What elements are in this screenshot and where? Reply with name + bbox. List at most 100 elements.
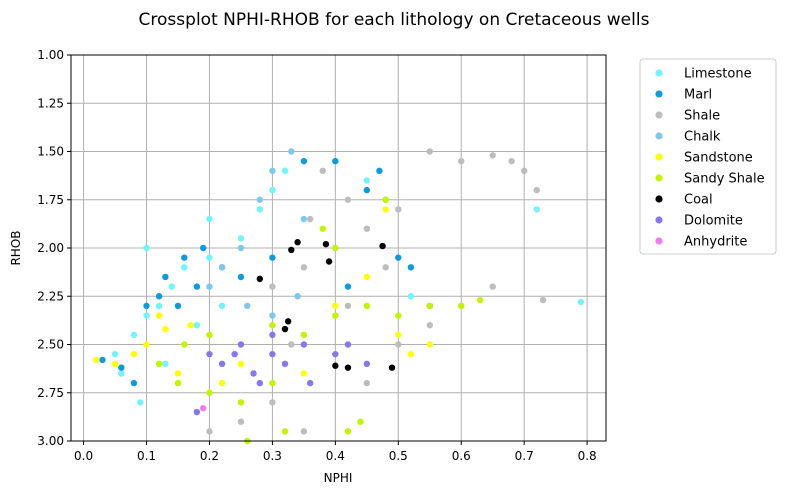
data-point <box>539 296 547 304</box>
legend-marker-marl <box>655 90 663 98</box>
legend-marker-limestone <box>655 69 663 77</box>
data-point <box>269 331 276 339</box>
data-point <box>256 379 264 387</box>
y-tick-label: 1.75 <box>37 193 64 207</box>
data-point <box>300 331 308 339</box>
legend-label-limestone: Limestone <box>684 67 752 82</box>
legend-box <box>639 58 777 255</box>
legend-marker-chalk <box>655 132 663 140</box>
data-point <box>325 258 333 265</box>
data-point <box>143 244 150 252</box>
data-point <box>206 428 213 435</box>
data-point <box>155 312 163 319</box>
y-tick-label: 1.50 <box>37 145 64 159</box>
legend-label-sandy-shale: Sandy Shale <box>684 172 765 187</box>
data-point <box>300 428 308 435</box>
data-point <box>281 360 289 367</box>
data-point <box>395 331 402 339</box>
data-point <box>306 215 314 223</box>
data-point <box>174 302 182 310</box>
series-chalk <box>206 148 308 319</box>
x-tick-label: 0.3 <box>263 449 282 463</box>
legend-label-chalk: Chalk <box>684 130 721 145</box>
legend-label-marl: Marl <box>684 88 712 103</box>
data-point <box>332 244 339 252</box>
data-point <box>395 341 402 348</box>
data-point <box>284 318 292 325</box>
series-dolomite <box>193 331 371 416</box>
data-point <box>256 275 264 283</box>
data-point <box>162 325 169 333</box>
data-point <box>143 312 150 319</box>
data-point <box>237 360 245 367</box>
legend-marker-coal <box>655 195 663 203</box>
data-point <box>489 283 496 290</box>
data-point <box>206 331 213 339</box>
y-tick-label: 3.00 <box>37 434 64 448</box>
data-point <box>193 283 201 290</box>
data-point <box>300 215 308 223</box>
data-point <box>206 215 213 223</box>
data-point <box>332 312 339 319</box>
y-tick-label: 2.75 <box>37 386 64 400</box>
y-axis-ticks: 1.00 1.25 1.50 1.75 2.00 2.25 2.50 2.75 3.00 <box>37 48 71 448</box>
data-point <box>250 370 257 377</box>
series-shale <box>206 148 547 435</box>
data-point <box>269 186 276 194</box>
data-point <box>193 408 201 416</box>
x-tick-label: 0.0 <box>74 449 93 463</box>
data-point <box>269 283 276 290</box>
x-tick-label: 0.6 <box>452 449 471 463</box>
data-point <box>520 167 528 174</box>
data-point <box>332 302 339 310</box>
data-point <box>363 379 371 387</box>
chart-title: Crossplot NPHI-RHOB for each lithology o… <box>139 10 650 30</box>
data-point <box>489 152 496 159</box>
data-point <box>130 350 138 358</box>
data-point <box>155 293 163 300</box>
plot-points <box>92 148 585 445</box>
data-point <box>118 364 125 371</box>
x-tick-label: 0.7 <box>515 449 534 463</box>
data-point <box>187 322 194 329</box>
data-point <box>256 196 264 203</box>
data-point <box>231 350 238 358</box>
data-point <box>199 244 207 252</box>
data-point <box>332 157 339 165</box>
data-point <box>237 273 245 281</box>
y-tick-label: 2.00 <box>37 241 64 255</box>
data-point <box>99 356 106 364</box>
data-point <box>281 428 289 435</box>
data-point <box>407 264 415 271</box>
series-anhydrite <box>199 404 207 412</box>
data-point <box>288 341 295 348</box>
y-tick-label: 1.25 <box>37 96 64 110</box>
data-point <box>237 341 245 348</box>
data-point <box>162 360 169 367</box>
data-point <box>376 167 383 174</box>
series-marl <box>99 157 433 387</box>
x-tick-label: 0.8 <box>578 449 597 463</box>
x-axis-ticks: 0.0 0.1 0.2 0.3 0.4 0.5 0.6 0.7 0.8 <box>74 441 597 463</box>
data-point <box>218 264 226 271</box>
data-point <box>426 148 433 155</box>
data-point <box>363 273 371 281</box>
data-point <box>382 206 389 213</box>
data-point <box>269 167 276 174</box>
data-point <box>174 379 182 387</box>
legend-marker-sandy-shale <box>655 174 663 182</box>
data-point <box>407 293 415 300</box>
data-point <box>363 225 371 232</box>
data-point <box>577 298 585 306</box>
data-point <box>193 322 201 329</box>
data-point <box>206 283 213 290</box>
data-point <box>382 196 389 203</box>
data-point <box>344 364 352 371</box>
legend-label-dolomite: Dolomite <box>684 214 743 229</box>
data-point <box>237 235 245 242</box>
data-point <box>206 350 213 358</box>
data-point <box>269 350 276 358</box>
data-point <box>206 389 213 396</box>
data-point <box>143 341 150 348</box>
